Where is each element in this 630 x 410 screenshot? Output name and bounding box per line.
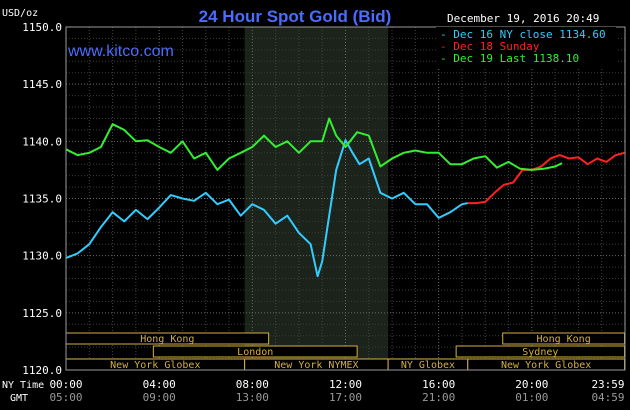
chart-legend: - Dec 16 NY close 1134.60- Dec 18 Sunday… bbox=[436, 27, 616, 67]
session-label: Hong Kong bbox=[140, 334, 194, 345]
series-line bbox=[467, 151, 625, 205]
x-tick-label-gmt: 04:59 bbox=[591, 391, 624, 404]
y-tick-label: 1145.0 bbox=[22, 78, 62, 91]
session-label: New York Globex bbox=[110, 360, 200, 371]
y-tick-label: 1120.0 bbox=[22, 364, 62, 377]
legend-entry: - Dec 18 Sunday bbox=[440, 40, 540, 53]
highlight-window bbox=[244, 27, 389, 370]
x-tick-label-ny: 12:00 bbox=[329, 378, 362, 391]
session-label: Sydney bbox=[522, 347, 558, 358]
y-tick-label: 1125.0 bbox=[22, 307, 62, 320]
ny-time-row-label: NY Time bbox=[2, 380, 44, 391]
x-tick-label-gmt: 05:00 bbox=[49, 391, 82, 404]
x-tick-label-gmt: 21:00 bbox=[422, 391, 455, 404]
x-tick-label-ny: 08:00 bbox=[236, 378, 269, 391]
plot-frame bbox=[65, 26, 626, 371]
x-tick-label-ny: 04:00 bbox=[143, 378, 176, 391]
x-tick-label-ny: 20:00 bbox=[515, 378, 548, 391]
x-tick-label-ny: 16:00 bbox=[422, 378, 455, 391]
chart-title: 24 Hour Spot Gold (Bid) bbox=[199, 7, 392, 26]
x-tick-label-ny: 23:59 bbox=[591, 378, 624, 391]
session-label: New York Globex bbox=[501, 360, 591, 371]
session-label: London bbox=[237, 347, 273, 358]
series-line bbox=[65, 139, 468, 278]
x-tick-label-gmt: 17:00 bbox=[329, 391, 362, 404]
session-label: New York NYMEX bbox=[274, 360, 358, 371]
legend-entry: - Dec 16 NY close 1134.60 bbox=[440, 28, 606, 41]
session-label: NY Globex bbox=[401, 360, 455, 371]
y-tick-label: 1130.0 bbox=[22, 250, 62, 263]
series-line bbox=[65, 117, 563, 171]
y-tick-label: 1140.0 bbox=[22, 135, 62, 148]
y-tick-label: 1150.0 bbox=[22, 21, 62, 34]
x-tick-label-ny: 00:00 bbox=[49, 378, 82, 391]
gmt-row-label: GMT bbox=[10, 393, 28, 404]
y-axis-unit-label: USD/oz bbox=[2, 8, 38, 19]
kitco-watermark: www.kitco.com bbox=[67, 43, 174, 60]
session-label: Hong Kong bbox=[537, 334, 591, 345]
x-tick-label-gmt: 01:00 bbox=[515, 391, 548, 404]
x-tick-label-gmt: 09:00 bbox=[143, 391, 176, 404]
chart-date-label: December 19, 2016 20:49 bbox=[447, 12, 599, 25]
legend-background bbox=[436, 27, 616, 67]
session-band bbox=[152, 345, 358, 358]
y-tick-label: 1135.0 bbox=[22, 193, 62, 206]
x-tick-label-gmt: 13:00 bbox=[236, 391, 269, 404]
legend-entry: - Dec 19 Last 1138.10 bbox=[440, 52, 579, 65]
